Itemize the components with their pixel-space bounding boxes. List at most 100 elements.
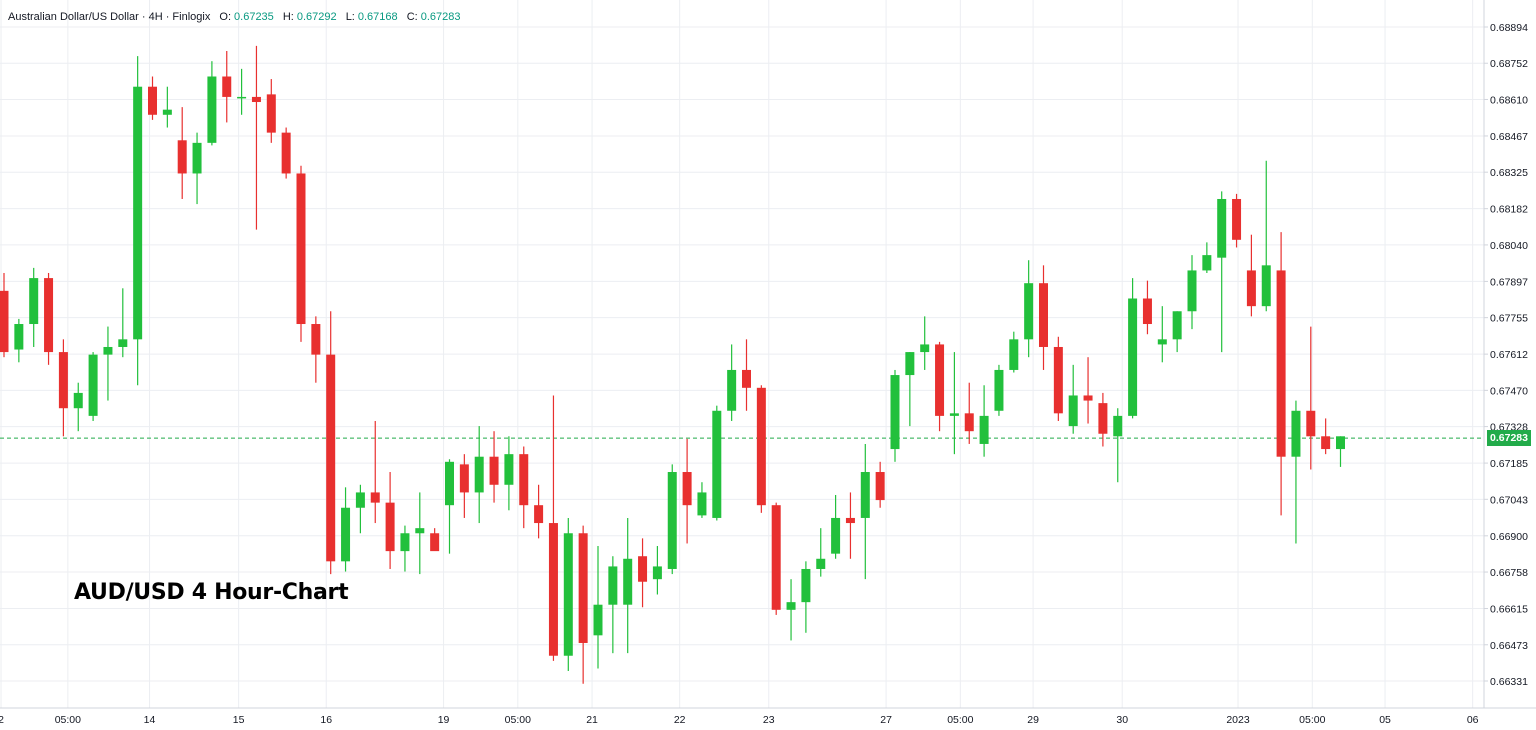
candle-down bbox=[771, 505, 781, 610]
candle-up bbox=[14, 324, 24, 350]
candle-up bbox=[712, 410, 722, 518]
candle-up bbox=[860, 472, 870, 518]
y-tick-label: 0.67185 bbox=[1490, 458, 1528, 470]
x-tick-label: 05:00 bbox=[505, 714, 531, 726]
x-tick-label: 14 bbox=[144, 714, 156, 726]
x-tick-label: 2023 bbox=[1226, 714, 1250, 726]
candle-up bbox=[73, 392, 83, 409]
candle-down bbox=[385, 502, 395, 552]
x-tick-label: 21 bbox=[586, 714, 598, 726]
candle-down bbox=[845, 517, 855, 524]
candle-down bbox=[58, 352, 68, 409]
candle-up bbox=[652, 566, 662, 580]
candle-down bbox=[311, 324, 321, 355]
candle-up bbox=[103, 346, 113, 355]
candle-down bbox=[1053, 346, 1063, 414]
candle-up bbox=[1128, 298, 1138, 416]
candle-down bbox=[875, 472, 885, 501]
x-tick-label: 05:00 bbox=[947, 714, 973, 726]
candle-up bbox=[29, 278, 39, 325]
candle-down bbox=[1246, 270, 1256, 307]
candle-down bbox=[964, 413, 974, 432]
candle-up bbox=[727, 369, 737, 411]
x-tick-label: 2 bbox=[0, 714, 4, 726]
candle-up bbox=[949, 413, 959, 416]
y-tick-label: 0.68467 bbox=[1490, 131, 1528, 143]
candle-down bbox=[1321, 436, 1331, 450]
candle-down bbox=[177, 140, 187, 174]
y-tick-label: 0.67897 bbox=[1490, 276, 1528, 288]
last-price-badge: 0.67283 bbox=[1487, 430, 1531, 447]
candle-up bbox=[341, 507, 351, 562]
close-label: C: bbox=[406, 11, 418, 23]
x-tick-label: 05:00 bbox=[55, 714, 81, 726]
candle-down bbox=[296, 173, 306, 325]
candle-up bbox=[1113, 415, 1123, 437]
candle-up bbox=[445, 461, 454, 506]
candle-down bbox=[489, 456, 499, 485]
y-tick-label: 0.67043 bbox=[1490, 494, 1528, 506]
candle-down bbox=[1142, 298, 1152, 325]
candle-up bbox=[1291, 410, 1301, 457]
low-label: L: bbox=[345, 11, 355, 23]
y-tick-label: 0.66473 bbox=[1490, 640, 1528, 652]
y-tick-label: 0.66615 bbox=[1490, 604, 1528, 616]
candle-up bbox=[890, 375, 900, 450]
y-tick-label: 0.68325 bbox=[1490, 167, 1528, 179]
y-tick-label: 0.67612 bbox=[1490, 349, 1528, 361]
x-tick-label: 05:00 bbox=[1299, 714, 1325, 726]
y-tick-label: 0.66900 bbox=[1490, 531, 1528, 543]
candle-down bbox=[1276, 270, 1286, 457]
candle-down bbox=[548, 523, 558, 656]
candle-down bbox=[1039, 283, 1048, 347]
y-tick-label: 0.68610 bbox=[1490, 94, 1528, 106]
candle-down bbox=[148, 86, 157, 115]
chart-overlay-title: AUD/USD 4 Hour-Chart bbox=[74, 580, 349, 605]
candle-down bbox=[742, 369, 751, 388]
x-tick-label: 23 bbox=[763, 714, 775, 726]
candle-down bbox=[756, 387, 766, 506]
x-tick-label: 27 bbox=[880, 714, 892, 726]
candle-up bbox=[608, 566, 618, 605]
candle-down bbox=[1098, 403, 1108, 434]
open-label: O: bbox=[219, 11, 232, 23]
candle-up bbox=[207, 76, 217, 143]
candle-up bbox=[504, 454, 514, 485]
x-tick-label: 05 bbox=[1379, 714, 1391, 726]
candle-up bbox=[667, 472, 677, 569]
candle-up bbox=[979, 415, 989, 444]
candle-up bbox=[1336, 436, 1345, 450]
candle-up bbox=[905, 352, 915, 376]
x-tick-label: 19 bbox=[438, 714, 450, 726]
candle-up bbox=[474, 456, 484, 493]
candle-up bbox=[1157, 339, 1167, 345]
candle-up bbox=[623, 558, 633, 605]
high-value: 0.67292 bbox=[296, 11, 337, 23]
y-tick-label: 0.66331 bbox=[1490, 676, 1528, 688]
candle-up bbox=[400, 533, 410, 552]
candle-up bbox=[1261, 265, 1271, 307]
candle-down bbox=[1232, 198, 1242, 240]
candle-up bbox=[816, 558, 826, 569]
candle-down bbox=[44, 278, 54, 353]
candle-up bbox=[355, 492, 365, 508]
candle-down bbox=[682, 472, 692, 506]
candle-down bbox=[459, 464, 469, 493]
x-tick-label: 15 bbox=[233, 714, 245, 726]
y-tick-label: 0.67470 bbox=[1490, 385, 1528, 397]
x-tick-label: 29 bbox=[1027, 714, 1039, 726]
candle-down bbox=[370, 492, 380, 503]
candle-up bbox=[593, 604, 603, 636]
candle-down bbox=[281, 132, 291, 174]
symbol-title: Australian Dollar/US Dollar · 4H · Finlo… bbox=[8, 11, 211, 23]
x-tick-label: 16 bbox=[320, 714, 332, 726]
candle-up bbox=[118, 339, 128, 347]
x-tick-label: 22 bbox=[674, 714, 686, 726]
candle-up bbox=[1009, 339, 1019, 370]
candle-up bbox=[1024, 283, 1034, 340]
candle-down bbox=[534, 505, 544, 524]
y-tick-label: 0.68894 bbox=[1490, 22, 1528, 34]
candle-down bbox=[251, 96, 261, 103]
candle-up bbox=[920, 344, 930, 353]
